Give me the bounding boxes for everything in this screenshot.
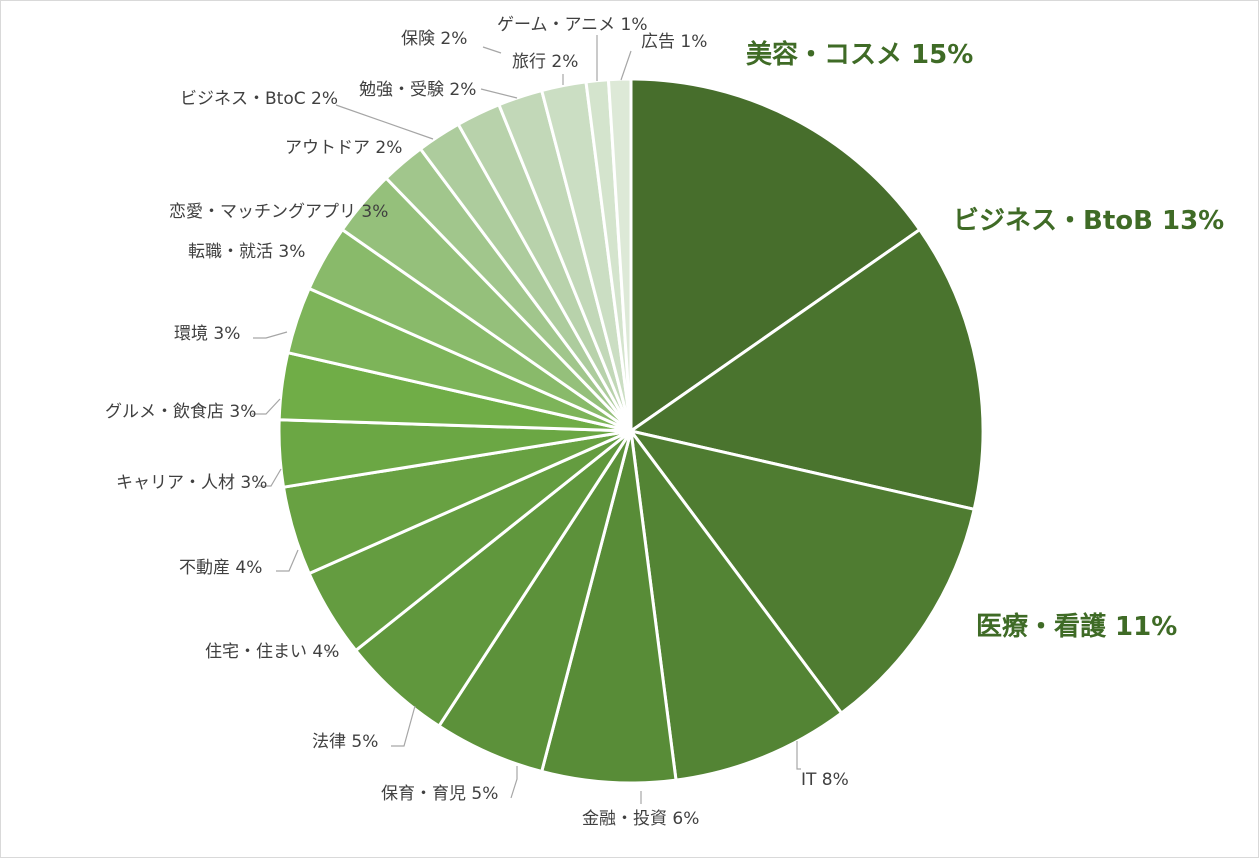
pie-slice	[629, 77, 922, 433]
pie-slice	[629, 429, 976, 715]
pie-slice	[606, 77, 633, 433]
data-label: ビジネス・BtoB 13%	[953, 206, 1224, 236]
data-label: 不動産 4%	[179, 558, 262, 578]
data-label: グルメ・飲食店 3%	[105, 402, 256, 422]
leader-line	[620, 50, 632, 81]
leader-line	[796, 741, 801, 770]
data-label: 住宅・住まい 4%	[205, 642, 339, 662]
leader-line	[252, 398, 281, 415]
leader-line	[253, 331, 288, 339]
pie-slice	[629, 429, 844, 782]
data-label: 環境 3%	[174, 324, 240, 344]
leader-line	[510, 766, 518, 799]
data-label: 美容・コスメ 15%	[746, 39, 973, 70]
pie-slice	[629, 228, 985, 511]
leader-line	[276, 549, 299, 572]
data-label: 勉強・受験 2%	[359, 80, 476, 100]
leader-lines	[252, 35, 801, 804]
data-label: 保育・育児 5%	[381, 784, 498, 804]
pie-slice	[540, 429, 678, 785]
data-label: 広告 1%	[641, 32, 707, 52]
pie-slices	[277, 77, 985, 785]
data-label: ビジネス・BtoC 2%	[180, 89, 338, 109]
data-label: 金融・投資 6%	[582, 809, 699, 829]
data-label: キャリア・人材 3%	[116, 473, 267, 493]
data-label: アウトドア 2%	[285, 138, 402, 158]
data-label: 旅行 2%	[512, 52, 578, 72]
leader-line	[257, 468, 282, 487]
leader-line	[482, 46, 502, 54]
data-label: 医療・看護 11%	[976, 611, 1177, 642]
leader-line	[480, 88, 518, 99]
data-label: IT 8%	[801, 770, 849, 790]
leader-line	[391, 705, 416, 747]
data-label: 法律 5%	[312, 732, 378, 752]
data-label: ゲーム・アニメ 1%	[497, 15, 648, 35]
data-label: 恋愛・マッチングアプリ 3%	[169, 201, 388, 222]
leader-line	[335, 104, 434, 140]
data-label: 保険 2%	[401, 29, 467, 49]
data-label: 転職・就活 3%	[188, 242, 305, 262]
slice-labels: 美容・コスメ 15% ビジネス・BtoB 13% 医療・看護 11% IT 8% 金融・…	[105, 15, 1224, 829]
